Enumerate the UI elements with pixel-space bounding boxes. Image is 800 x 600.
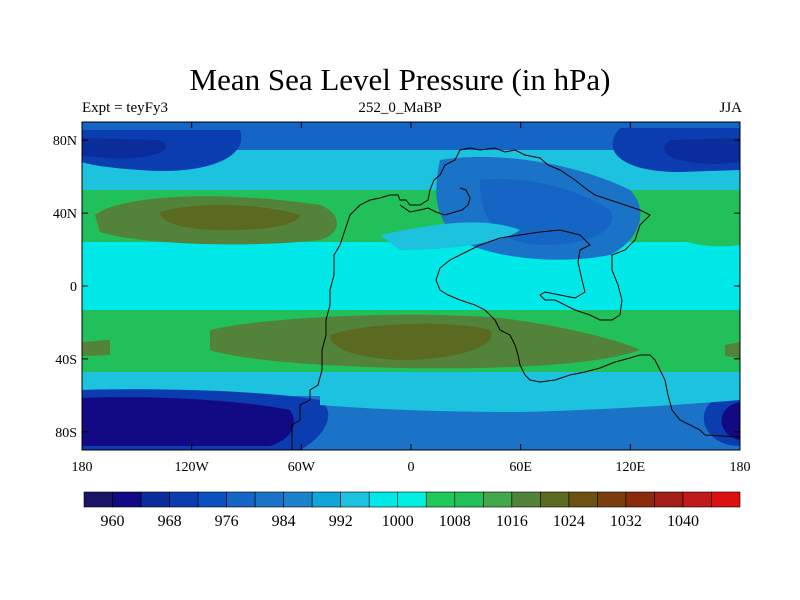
colorbar-swatch — [682, 491, 712, 508]
y-tick-label: 0 — [70, 280, 77, 295]
x-tick-label: 60E — [509, 460, 532, 475]
south-high-east — [725, 342, 740, 358]
x-tick-label: 180 — [72, 460, 93, 475]
colorbar-swatch — [340, 491, 370, 508]
north-low-west-core — [82, 138, 167, 159]
time-label: 252_0_MaBP — [358, 100, 442, 116]
band-equator-cyan — [82, 242, 740, 322]
colorbar-label: 1024 — [553, 513, 585, 530]
colorbar-label: 1040 — [667, 513, 699, 530]
east-high — [665, 199, 740, 247]
colorbar-swatch — [397, 491, 427, 508]
colorbar-swatch — [226, 491, 256, 508]
colorbar-swatch — [540, 491, 570, 508]
asia-cyan-tongue — [380, 222, 520, 250]
colorbar-label: 1008 — [439, 513, 471, 530]
y-tick-label: 80S — [55, 426, 77, 441]
x-tick-label: 120W — [175, 460, 210, 475]
colorbar-swatch — [254, 491, 284, 508]
colorbar-swatch — [568, 491, 598, 508]
colorbar-swatch — [197, 491, 227, 508]
colorbar-label: 984 — [272, 513, 296, 530]
south-low-core — [82, 397, 294, 446]
colorbar-swatch — [83, 491, 113, 508]
colorbar-swatch — [483, 491, 513, 508]
x-tick-label: 120E — [616, 460, 646, 475]
north-low-east-core — [664, 138, 740, 164]
y-axis: 80N 40N 0 40S 80S — [53, 134, 740, 441]
colorbar-label: 968 — [158, 513, 182, 530]
experiment-label: Expt = teyFy3 — [82, 100, 168, 116]
y-tick-label: 40S — [55, 353, 77, 368]
south-high-west — [82, 340, 110, 356]
colorbar: 960 968 976 984 992 1000 1008 1016 1024 1032 1040 — [83, 491, 741, 530]
colorbar-label: 1000 — [382, 513, 414, 530]
colorbar-swatch — [140, 491, 170, 508]
colorbar-swatch — [283, 491, 313, 508]
south-low-east-core — [721, 402, 740, 440]
y-tick-label: 80N — [53, 134, 77, 149]
continent-outline — [291, 147, 741, 450]
south-high-core — [330, 323, 492, 360]
x-tick-label: 60W — [288, 460, 316, 475]
colorbar-label: 960 — [101, 513, 125, 530]
colorbar-swatch — [311, 491, 341, 508]
north-high-core — [160, 204, 300, 231]
colorbar-swatch — [425, 491, 456, 508]
colorbar-swatch — [711, 491, 741, 508]
season-label: JJA — [719, 100, 742, 116]
colorbar-label: 992 — [329, 513, 353, 530]
colorbar-swatch — [654, 491, 684, 508]
x-tick-label: 180 — [730, 460, 751, 475]
colorbar-swatch — [112, 491, 142, 508]
colorbar-swatch — [511, 491, 541, 508]
colorbar-label: 1032 — [610, 513, 642, 530]
continent-inner-outline — [399, 187, 471, 216]
x-axis: 180 120W 60W 0 60E 120E 180 — [72, 122, 751, 475]
colorbar-label: 1016 — [496, 513, 528, 530]
colorbar-swatch — [625, 491, 655, 508]
colorbar-swatch — [454, 491, 484, 508]
colorbar-swatch — [368, 491, 399, 508]
south-mid-band — [320, 382, 740, 412]
colorbar-label: 976 — [215, 513, 239, 530]
x-tick-label: 0 — [408, 460, 415, 475]
chart-title: Mean Sea Level Pressure (in hPa) — [189, 62, 611, 97]
colorbar-swatch — [169, 491, 199, 508]
colorbar-swatch — [597, 491, 627, 508]
y-tick-label: 40N — [53, 207, 77, 222]
